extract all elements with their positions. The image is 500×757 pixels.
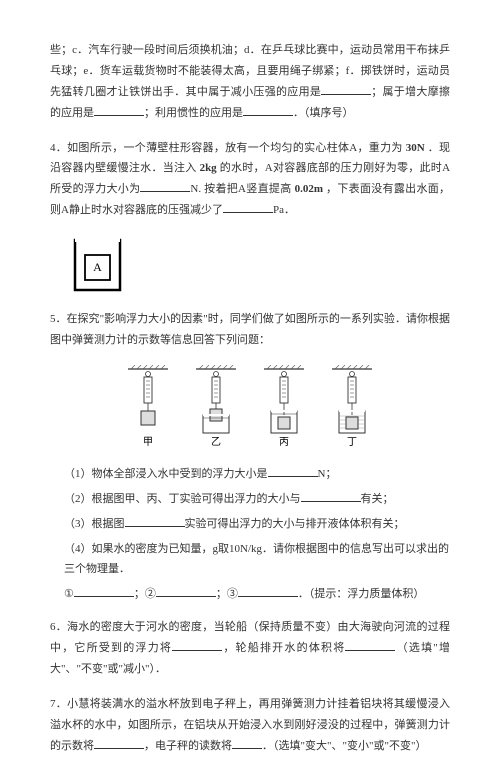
blank-q5-4c — [238, 584, 298, 597]
svg-text:乙: 乙 — [211, 436, 221, 448]
q5-sub2-b: 有关； — [361, 493, 394, 505]
q5-sub3: （3）根据图 实验可得出浮力的大小与排开液体体积有关； — [64, 514, 450, 535]
q5-sub4-3: ；③ — [216, 588, 238, 600]
blank-pressure — [321, 82, 371, 95]
q5-sub4: （4）如果水的密度为已知量，g取10N/kg．请你根据图中的信息写出可以求出的三… — [64, 539, 450, 581]
intro-paragraph: 些；c．汽车行驶一段时间后须换机油；d．在乒乓球比赛中，运动员常用干布抹乒乓球；… — [50, 40, 450, 124]
blank-q5-2 — [301, 489, 361, 502]
intro-text-d: ．（填序号） — [293, 107, 354, 119]
q5-sub4-a: （4）如果水的密度为已知量，g取10N/kg．请你根据图中的信息写出可以求出的三… — [64, 543, 449, 576]
q5-sub4-1: ① — [64, 588, 74, 600]
container-diagram-icon: A — [70, 235, 125, 295]
q4-mass: 2kg — [200, 162, 217, 174]
q5-sub1: （1）物体全部浸入水中受到的浮力大小是 N； — [64, 464, 450, 485]
q5-intro: 5．在探究"影响浮力大小的因素"时，同学们做了如图所示的一系列实验．请你根据图中… — [50, 309, 450, 351]
q4-height: 0.02m — [295, 183, 323, 195]
blank-q5-4a — [74, 584, 134, 597]
q4-text-d: N. 按着把A竖直提高 — [190, 183, 291, 195]
q7-paragraph: 7．小慧将装满水的溢水杯放到电子秤上，再用弹簧测力计挂着铝块将其缓慢浸入溢水杯的… — [50, 694, 450, 757]
q5-sub1-a: （1）物体全部浸入水中受到的浮力大小是 — [64, 468, 268, 480]
q7-text-b: ，电子秤的读数将 — [144, 740, 232, 752]
q5-sub2-a: （2）根据图甲、丙、丁实验可得出浮力的大小与 — [64, 493, 301, 505]
blank-q7-2 — [232, 736, 262, 749]
experiment-ding-icon: 丁 — [327, 365, 377, 450]
blank-pressure-drop — [223, 200, 273, 213]
intro-text-c: ；利用惯性的应用是 — [144, 107, 243, 119]
q6-paragraph: 6．海水的密度大于河水的密度，当轮船（保持质量不变）由大海驶向河流的过程中，它所… — [50, 617, 450, 680]
blank-q5-1 — [268, 464, 318, 477]
q4-figure: A — [70, 235, 450, 295]
experiment-jia-icon: 甲 — [123, 365, 173, 450]
blank-q6-2 — [345, 638, 395, 651]
q5-sub4-2: ；② — [134, 588, 156, 600]
blank-buoyancy — [140, 179, 190, 192]
blank-q7-1 — [94, 736, 144, 749]
blank-q6-1 — [172, 638, 222, 651]
box-label: A — [93, 260, 102, 274]
q5-sub4-4: ．（提示：浮力质量体积） — [298, 588, 425, 600]
q6-text-b: ，轮船排开水的体积将 — [222, 642, 345, 654]
q5-figures: 甲 乙 丙 丁 — [50, 365, 450, 450]
svg-text:丁: 丁 — [347, 437, 357, 448]
blank-inertia — [243, 103, 293, 116]
blank-q5-4b — [156, 584, 216, 597]
experiment-yi-icon: 乙 — [191, 365, 241, 450]
svg-text:甲: 甲 — [143, 437, 153, 448]
q7-text-c: ．（选填"变大"、"变小"或"不变"） — [262, 740, 426, 752]
svg-text:丙: 丙 — [279, 437, 289, 448]
q4-text-f: Pa． — [273, 204, 295, 216]
blank-friction — [94, 103, 144, 116]
q5-sub1-b: N； — [318, 468, 337, 480]
q5-sub4-items: ① ；② ；③ ．（提示：浮力质量体积） — [64, 584, 450, 605]
q4-weight: 30N — [406, 142, 425, 154]
experiment-bing-icon: 丙 — [259, 365, 309, 450]
q4-text-a: 4．如图所示，一个薄壁柱形容器，放有一个均匀的实心柱体A，重力为 — [50, 142, 403, 154]
blank-q5-3 — [125, 514, 185, 527]
q5-sub3-b: 实验可得出浮力的大小与排开液体体积有关； — [185, 518, 405, 530]
q5-sub3-a: （3）根据图 — [64, 518, 125, 530]
q4-paragraph: 4．如图所示，一个薄壁柱形容器，放有一个均匀的实心柱体A，重力为 30N ．现沿… — [50, 138, 450, 222]
q5-sub2: （2）根据图甲、丙、丁实验可得出浮力的大小与 有关； — [64, 489, 450, 510]
